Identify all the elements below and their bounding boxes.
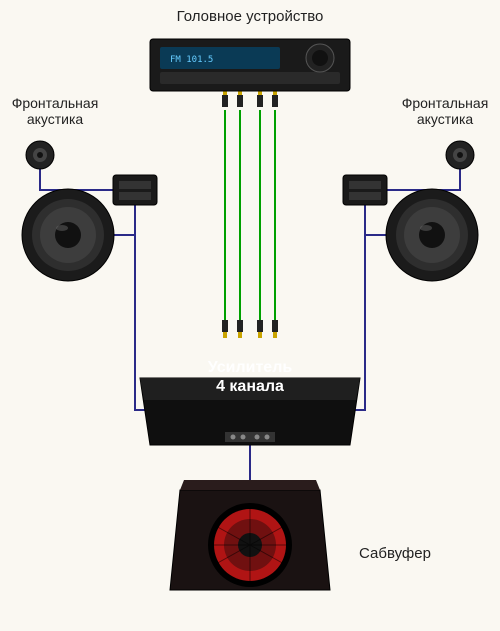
tweeter-right xyxy=(446,141,474,169)
subwoofer-label: Сабвуфер xyxy=(345,545,445,562)
tweeter-left xyxy=(26,141,54,169)
rca-cables xyxy=(222,89,278,338)
subwoofer xyxy=(170,480,330,590)
crossover-left xyxy=(113,175,157,205)
woofer-right xyxy=(386,189,478,281)
head-unit: FM 101.5 xyxy=(150,39,350,91)
rca-plugs-top xyxy=(222,89,278,107)
rca-plugs-bottom xyxy=(222,320,278,338)
woofer-left xyxy=(22,189,114,281)
amplifier xyxy=(140,378,360,445)
head-unit-label: Головное устройство xyxy=(150,8,350,25)
front-right-label: Фронтальнаяакустика xyxy=(395,95,495,127)
front-left-label: Фронтальнаяакустика xyxy=(5,95,105,127)
crossover-right xyxy=(343,175,387,205)
svg-text:FM 101.5: FM 101.5 xyxy=(170,55,213,65)
